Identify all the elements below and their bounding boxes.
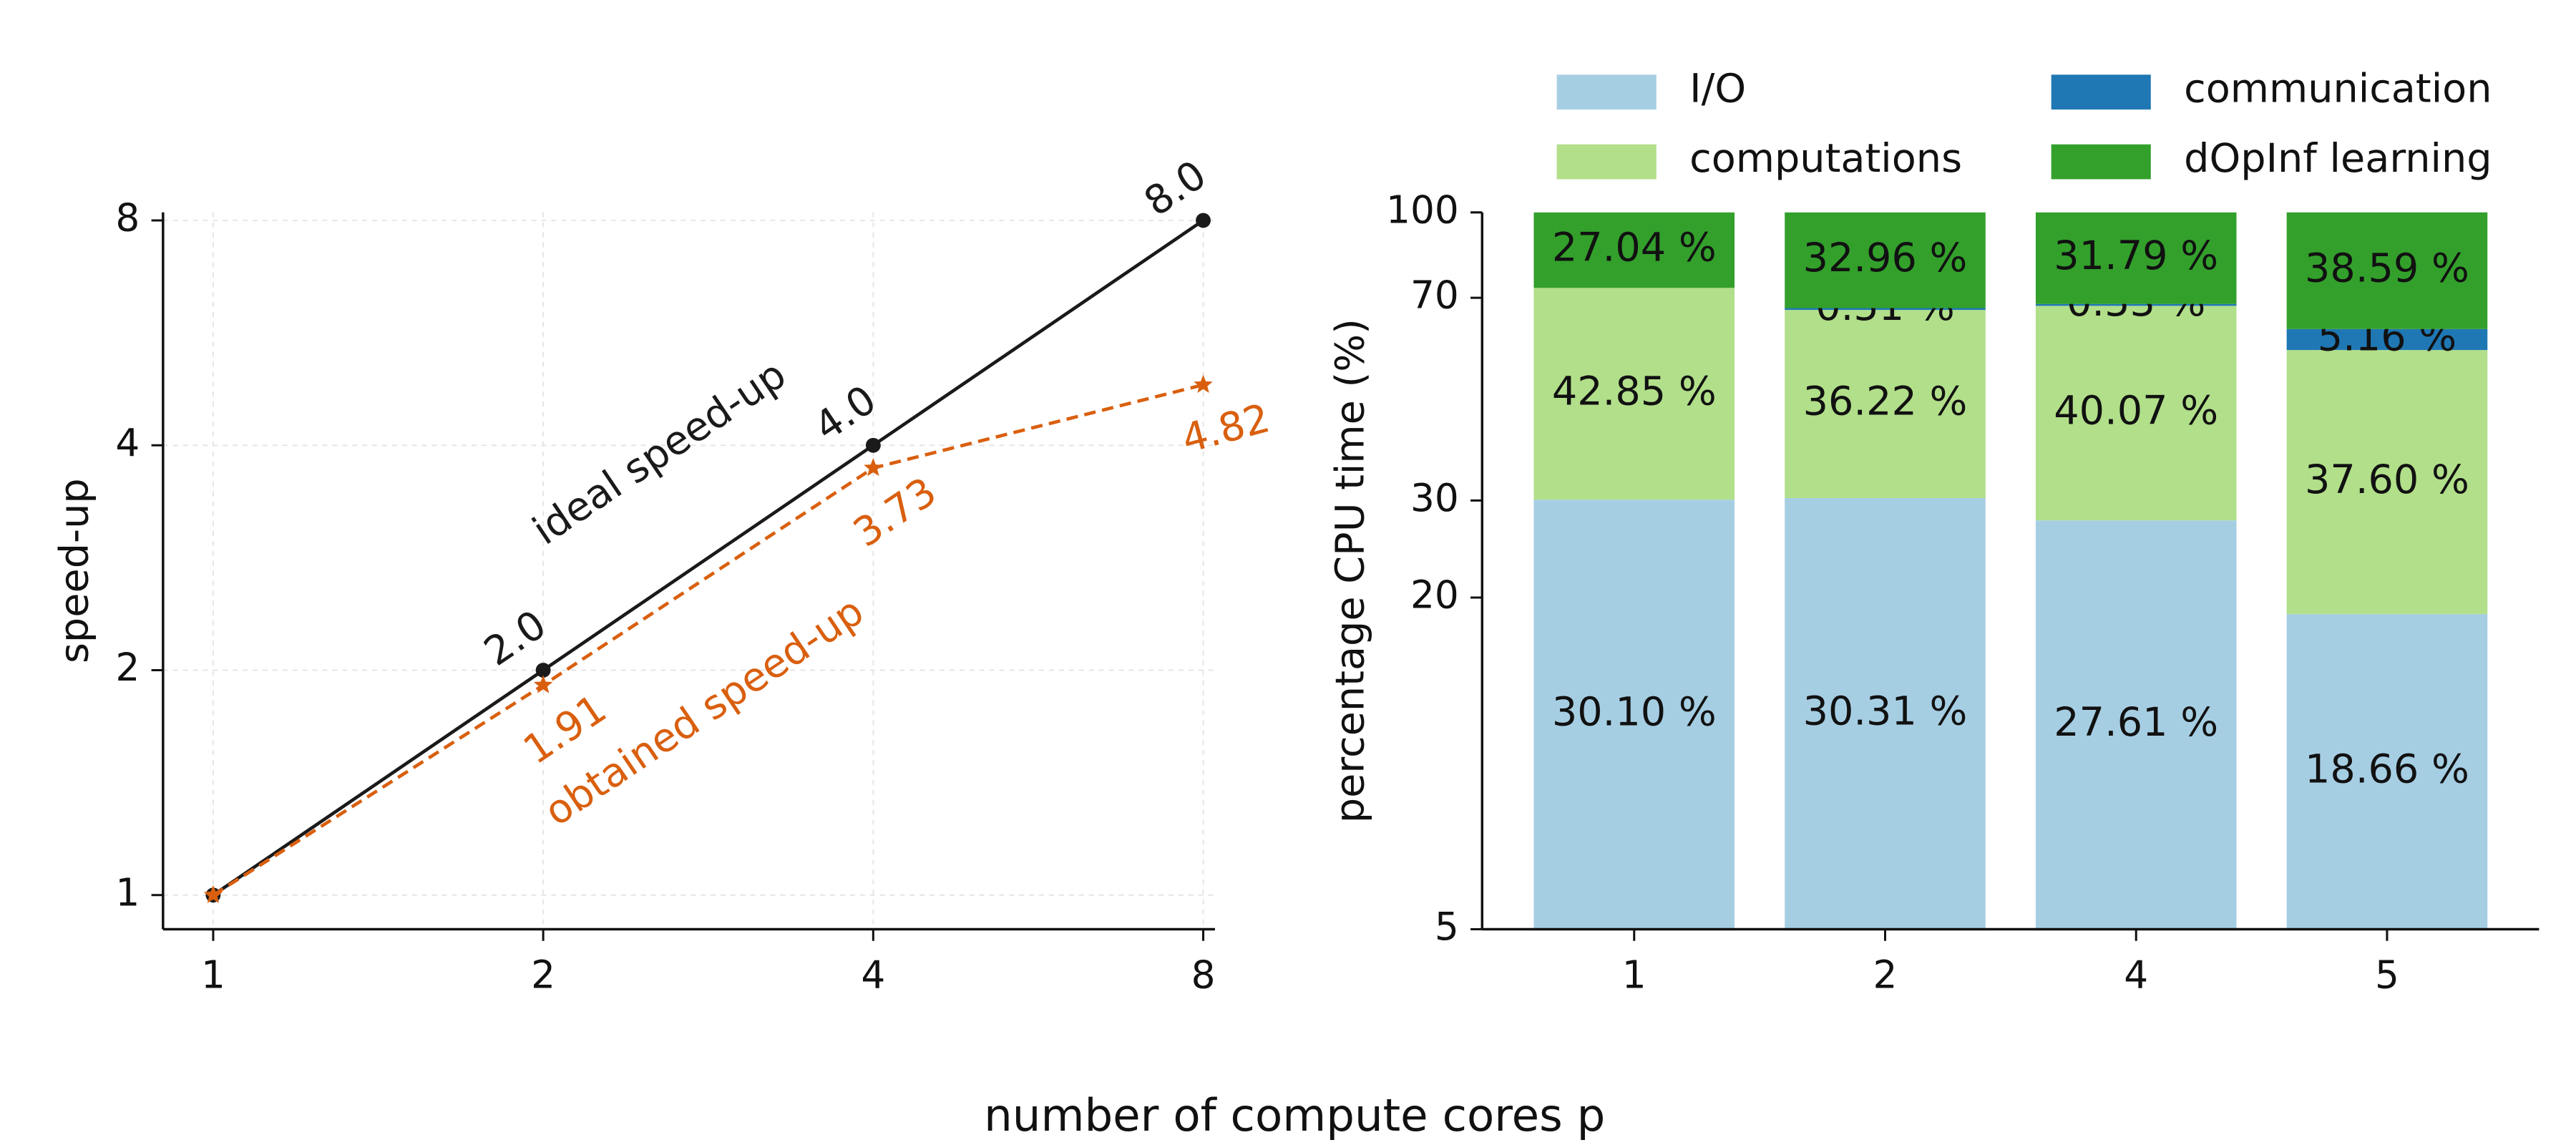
y-tick-label: 2 [115,645,140,690]
point [535,663,551,678]
x-tick-label: 5 [2375,952,2399,997]
bar-segment [2286,328,2488,351]
point [203,885,223,904]
bar-segment [1785,212,1986,308]
data-label: 30.10 % [1552,689,1717,736]
data-label: 27.04 % [1552,225,1717,271]
legend-label: communication [2184,66,2492,112]
x-tick-label: 1 [201,952,225,997]
bar-segment [1533,500,1735,930]
data-label: 30.31 % [1803,688,1968,734]
x-tick-label: 1 [1622,952,1646,997]
bar-segment [1785,497,1986,930]
data-label: 32.96 % [1803,235,1968,281]
data-label: 40.07 % [2054,387,2218,434]
legend-label: dOpInf learning [2184,135,2492,182]
data-label: 36.22 % [1803,379,1968,425]
y-tick-label: 70 [1410,273,1459,318]
y-tick-label: 20 [1410,572,1459,618]
x-tick-label: 2 [531,952,555,997]
legend-swatch [2051,144,2151,180]
legend-label: computations [1689,135,1962,182]
point [533,675,553,693]
bar-segment [2035,306,2237,521]
bar-segment [2035,212,2237,304]
y-tick-label: 4 [115,420,140,465]
figure-x-label: number of compute cores p [984,1089,1605,1141]
x-tick-label: 8 [1191,952,1216,997]
y-tick-label: 30 [1410,475,1459,520]
bar-segment [1533,288,1735,500]
data-label: 37.60 % [2305,457,2469,503]
point [865,437,881,453]
point [1196,213,1211,228]
series-line [212,383,1204,897]
legend-label: I/O [1689,66,1746,112]
y-tick-label: 1 [115,869,140,915]
y-tick-label: 5 [1435,904,1459,949]
bar-segment [2035,303,2237,306]
bar-segment [2035,520,2237,930]
bar-segment [2286,212,2488,329]
series-line [212,219,1204,897]
bar-segment [2286,350,2488,615]
data-label: 27.61 % [2054,699,2218,746]
y-axis-label: percentage CPU time (%) [1327,318,1374,823]
x-tick-label: 4 [2124,952,2148,997]
x-tick-label: 4 [861,952,885,997]
data-label: 38.59 % [2305,245,2469,291]
data-label: 18.66 % [2305,746,2469,793]
bar-segment [1533,212,1735,288]
point [864,458,883,477]
legend-swatch [1556,74,1657,110]
point [1194,374,1213,393]
x-tick-label: 2 [1873,952,1898,997]
data-label: 31.79 % [2054,233,2218,279]
legend-swatch [1556,144,1657,180]
data-label: 42.85 % [1552,368,1717,414]
bar-segment [2286,614,2488,930]
y-axis-label: speed-up [51,478,97,663]
legend-swatch [2051,74,2151,110]
y-tick-label: 8 [115,195,140,240]
bar-segment [1785,310,1986,498]
y-tick-label: 100 [1386,187,1459,232]
bar-segment [1785,308,1986,311]
